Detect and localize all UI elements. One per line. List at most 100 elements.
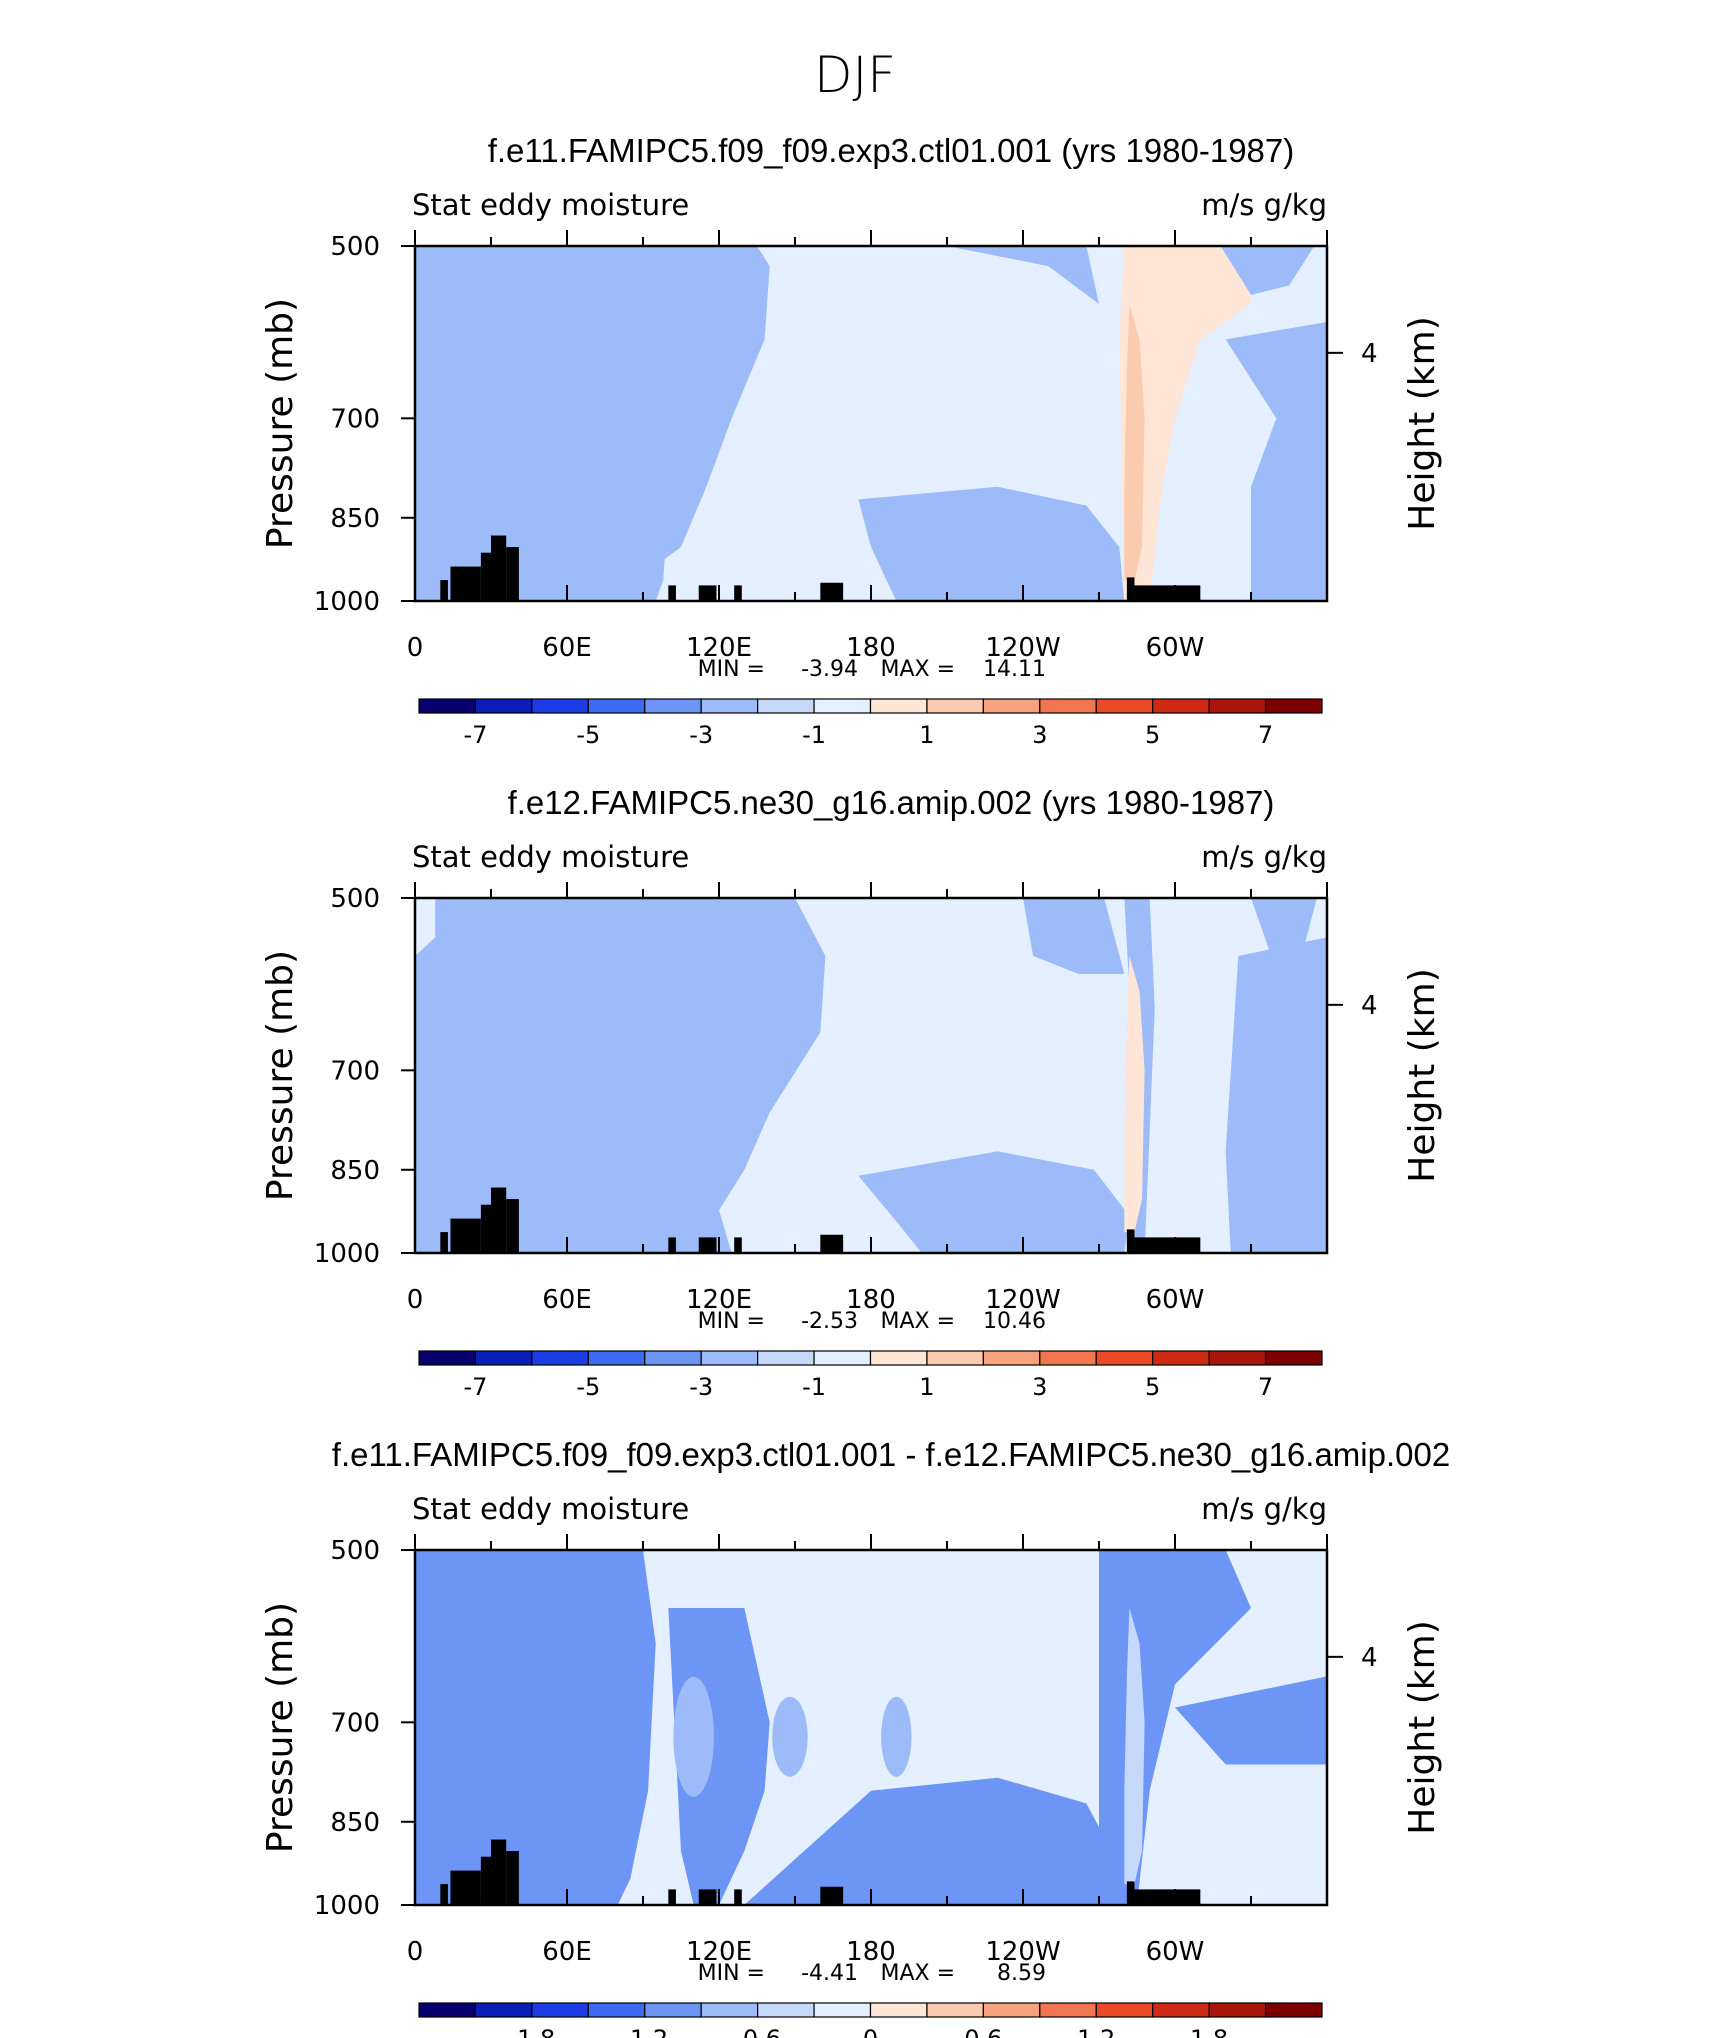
- field-andes-streak: [1124, 304, 1145, 581]
- panel-left-string: Stat eddy moisture: [412, 188, 689, 222]
- colorbar-label: -5: [576, 721, 600, 749]
- colorbar-swatch: [869, 698, 928, 714]
- y-right-tick-label: 4: [1361, 1643, 1378, 1673]
- terrain-block: [1126, 1229, 1135, 1253]
- field-layer: [415, 246, 1327, 601]
- field-warm-region: [1119, 246, 1251, 601]
- colorbar-label: -7: [463, 721, 487, 749]
- field-warm-region: [1220, 246, 1315, 295]
- colorbar-label: 3: [1032, 721, 1047, 749]
- colorbar-swatch: [982, 2002, 1041, 2018]
- terrain-block: [668, 1889, 676, 1905]
- max-label: MAX =: [880, 1309, 955, 1334]
- x-tick-label: 120W: [985, 1937, 1060, 1967]
- terrain-block: [440, 1232, 448, 1253]
- colorbar-swatch: [926, 1350, 984, 1366]
- x-tick-label: 60E: [542, 1285, 592, 1315]
- colorbar-swatch: [700, 2002, 759, 2018]
- colorbar-swatch: [474, 698, 533, 714]
- panel-left-string: Stat eddy moisture: [412, 1492, 689, 1526]
- field-warm-region: [1225, 322, 1327, 601]
- colorbar-swatch: [757, 1350, 815, 1366]
- colorbar-swatch: [869, 1350, 928, 1366]
- colorbar-label: 1.8: [1190, 2025, 1228, 2038]
- colorbar-swatch: [1264, 698, 1323, 714]
- terrain-block: [734, 585, 742, 601]
- colorbar-swatch: [757, 2002, 815, 2018]
- colorbar-label: -7: [463, 1373, 487, 1401]
- min-value: -3.94: [801, 657, 858, 682]
- terrain-block: [734, 1889, 742, 1905]
- field-warm-region: [1225, 937, 1327, 1253]
- colorbar-label: 1.2: [1077, 2025, 1115, 2038]
- terrain-block: [450, 1870, 481, 1905]
- y-tick-label: 700: [330, 1708, 380, 1738]
- terrain-block: [480, 552, 491, 601]
- colorbar-swatch: [1039, 1350, 1097, 1366]
- field-cool-blob: [772, 1696, 808, 1777]
- x-tick-label: 180: [846, 1937, 896, 1967]
- field-warm-region: [947, 246, 1099, 305]
- colorbar-swatch: [1152, 2002, 1210, 2018]
- y-tick-label: 850: [330, 1808, 380, 1838]
- colorbar-swatch: [700, 698, 759, 714]
- colorbar-swatch: [474, 2002, 533, 2018]
- terrain-block: [820, 1234, 844, 1253]
- colorbar-swatch: [1264, 2002, 1323, 2018]
- field-layer: [415, 898, 1327, 1253]
- colorbar-label: -1.2: [621, 2025, 668, 2038]
- colorbar-swatch: [1095, 1350, 1154, 1366]
- field-warm-region: [858, 486, 1125, 601]
- colorbar-swatch: [926, 698, 984, 714]
- panels: f.e11.FAMIPC5.f09_f09.exp3.ctl01.001 (yr…: [260, 132, 1450, 2038]
- terrain-block: [491, 1839, 507, 1905]
- panel-right-string: m/s g/kg: [1201, 840, 1327, 874]
- colorbar-label: -3: [689, 1373, 713, 1401]
- colorbar-swatch: [1208, 698, 1267, 714]
- y-tick-label: 700: [330, 1056, 380, 1086]
- field-warm-region: [1023, 898, 1125, 975]
- x-tick-label: 180: [846, 633, 896, 663]
- colorbar-label: -1: [802, 1373, 826, 1401]
- terrain-block: [698, 585, 717, 601]
- colorbar-label: 7: [1258, 1373, 1273, 1401]
- max-value: 8.59: [997, 1961, 1046, 1986]
- field-cool-blob: [673, 1676, 714, 1797]
- x-tick-label: 60E: [542, 633, 592, 663]
- panel-title: f.e12.FAMIPC5.ne30_g16.amip.002 (yrs 198…: [508, 784, 1275, 821]
- panel-title: f.e11.FAMIPC5.f09_f09.exp3.ctl01.001 (yr…: [488, 132, 1295, 169]
- colorbar-label: 3: [1032, 1373, 1047, 1401]
- y-right-tick-label: 4: [1361, 991, 1378, 1021]
- colorbar-label: -1.8: [508, 2025, 555, 2038]
- colorbar-swatch: [813, 2002, 872, 2018]
- max-value: 14.11: [983, 657, 1046, 682]
- colorbar-label: -5: [576, 1373, 600, 1401]
- y-tick-label: 1000: [314, 1239, 380, 1269]
- min-value: -2.53: [801, 1309, 858, 1334]
- terrain-block: [820, 582, 844, 601]
- terrain-block: [1134, 1237, 1201, 1253]
- terrain-block: [1134, 1889, 1201, 1905]
- x-tick-label: 60W: [1146, 1285, 1205, 1315]
- colorbar-swatch: [644, 2002, 702, 2018]
- terrain-block: [668, 1237, 676, 1253]
- field-layer: [415, 1550, 1327, 1905]
- field-warm-region: [744, 1777, 1112, 1905]
- max-label: MAX =: [880, 657, 955, 682]
- panel-2: f.e12.FAMIPC5.ne30_g16.amip.002 (yrs 198…: [260, 784, 1443, 1401]
- colorbar-swatch: [982, 1350, 1041, 1366]
- min-label: MIN =: [698, 657, 765, 682]
- colorbar-swatch: [813, 698, 872, 714]
- colorbar-swatch: [418, 698, 477, 714]
- colorbar-label: -1: [802, 721, 826, 749]
- terrain-block: [491, 1187, 507, 1253]
- y-tick-label: 500: [330, 232, 380, 262]
- min-value: -4.41: [801, 1961, 858, 1986]
- y-tick-label: 850: [330, 1156, 380, 1186]
- colorbar-swatch: [1152, 1350, 1210, 1366]
- colorbar-swatch: [531, 698, 589, 714]
- field-warm-region: [1251, 898, 1317, 957]
- min-label: MIN =: [698, 1961, 765, 1986]
- panel-right-string: m/s g/kg: [1201, 1492, 1327, 1526]
